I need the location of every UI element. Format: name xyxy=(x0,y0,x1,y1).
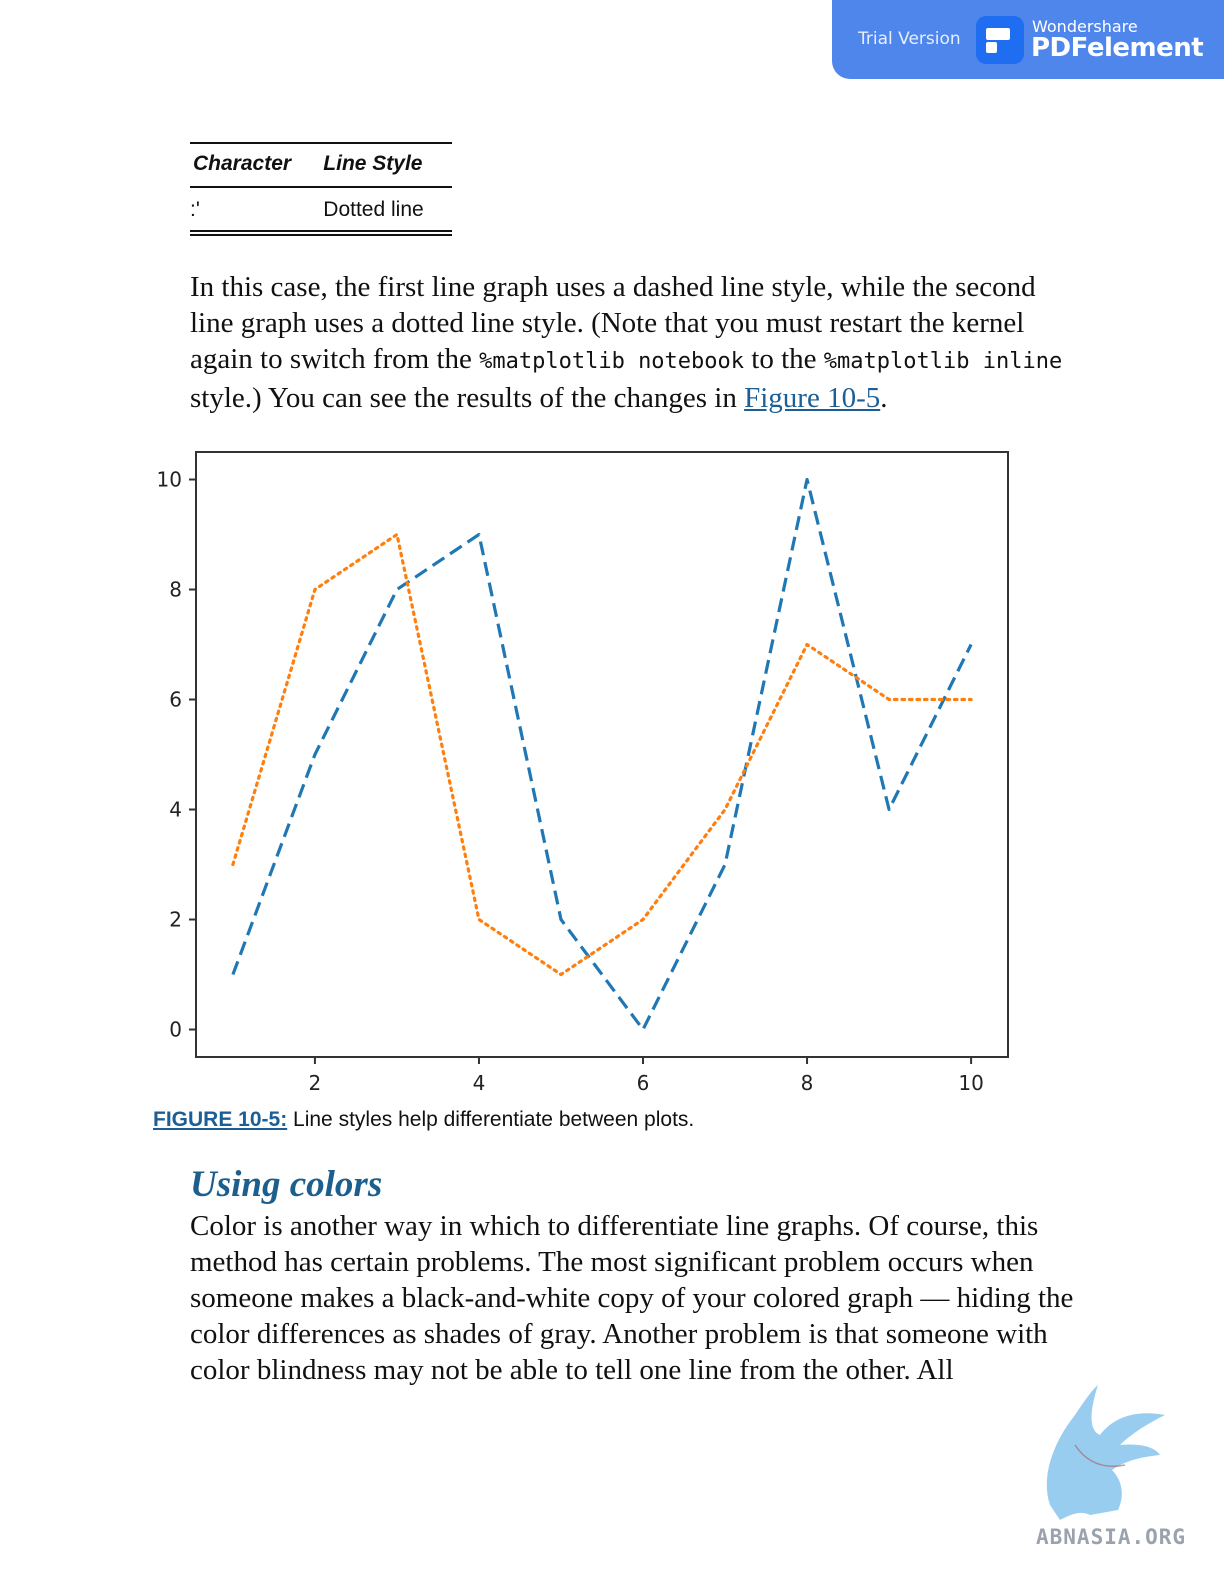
paragraph-text: In this case, the first line graph uses … xyxy=(190,271,1036,375)
figure-caption-text: Line styles help differentiate between p… xyxy=(287,1108,695,1131)
pdfelement-logo-icon xyxy=(976,16,1024,64)
section-paragraph: Color is another way in which to differe… xyxy=(190,1210,1074,1386)
x-tick-label: 8 xyxy=(801,1071,814,1095)
section-heading: Using colors xyxy=(190,1164,383,1205)
table-cell-line-style: Dotted line xyxy=(320,187,452,236)
y-tick-label: 0 xyxy=(169,1018,182,1042)
table-header-row: Character Line Style xyxy=(190,142,452,188)
series-line-dashed xyxy=(231,477,973,1032)
table-header-character: Character xyxy=(190,142,321,188)
figure-link[interactable]: Figure 10-5 xyxy=(744,382,881,414)
y-tick-label: 10 xyxy=(157,468,182,492)
griffin-logo-icon xyxy=(1046,1385,1165,1520)
table-row: :' Dotted line xyxy=(190,187,452,236)
table-header-line-style: Line Style xyxy=(320,142,452,188)
line-style-table: Character Line Style :' Dotted line xyxy=(190,142,452,236)
x-tick-label: 6 xyxy=(637,1071,650,1095)
trial-version-label: Trial Version xyxy=(858,29,961,49)
inline-code: %matplotlib notebook xyxy=(479,349,745,374)
y-tick-label: 8 xyxy=(169,578,182,602)
figure-caption-label[interactable]: FIGURE 10-5: xyxy=(153,1108,288,1131)
body-paragraph: In this case, the first line graph uses … xyxy=(190,269,1080,416)
series-line-dotted xyxy=(231,532,973,977)
brand-product: PDFelement xyxy=(1031,33,1204,63)
paragraph-text: style.) You can see the results of the c… xyxy=(190,382,745,414)
y-tick-label: 6 xyxy=(169,688,182,712)
inline-code: %matplotlib inline xyxy=(823,349,1063,374)
paragraph-text: to the xyxy=(744,343,824,375)
table-cell-character: :' xyxy=(190,187,321,236)
figure-caption: FIGURE 10-5: Line styles help differenti… xyxy=(153,1108,694,1132)
y-tick-label: 4 xyxy=(169,798,182,822)
x-tick-label: 10 xyxy=(958,1071,983,1095)
site-watermark: ABNASIA.ORG xyxy=(1036,1525,1187,1549)
brand-company: Wondershare xyxy=(1032,17,1138,36)
plot-frame xyxy=(195,451,1009,1058)
paragraph-text: . xyxy=(880,382,888,414)
x-tick-label: 4 xyxy=(473,1071,486,1095)
trial-version-banner: Trial Version Wondershare PDFelement xyxy=(832,0,1224,79)
x-tick-label: 2 xyxy=(309,1071,322,1095)
y-tick-label: 2 xyxy=(169,908,182,932)
line-chart: 0 2 4 6 8 10 2 4 6 8 10 xyxy=(157,451,1009,1095)
